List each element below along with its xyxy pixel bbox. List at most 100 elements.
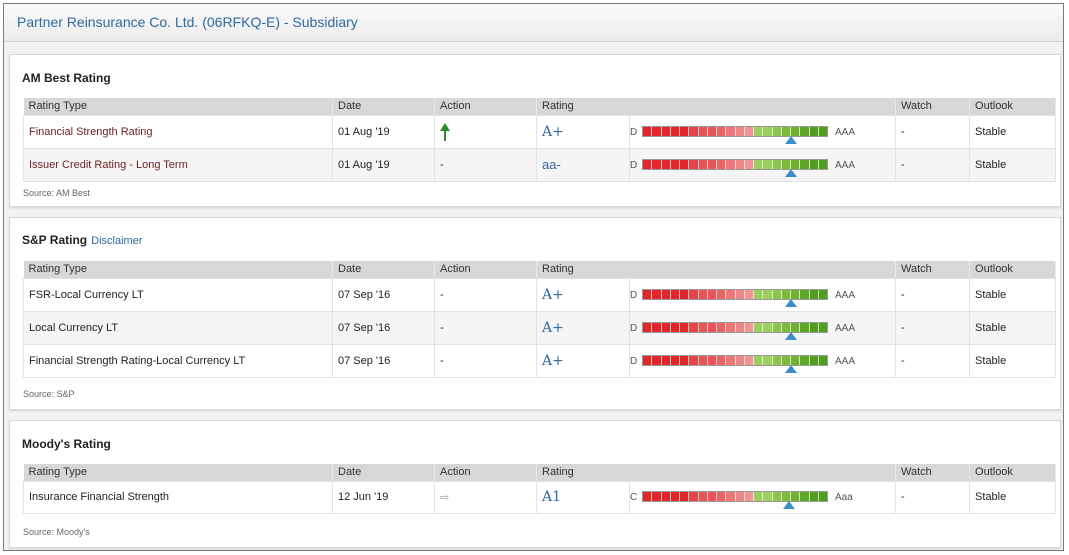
scale-segment [717,159,727,169]
scale-segment [652,355,662,365]
table-row: Issuer Credit Rating - Long Term 01 Aug '… [23,147,1057,182]
rating-type-label: Financial Strength Rating-Local Currency… [29,354,246,367]
rating-scale: D AAA [630,288,890,307]
scale-segment [698,126,708,136]
col-action: Action [434,98,537,115]
col-watch: Watch [895,464,971,481]
action-cell: - [434,343,537,378]
action-cell: - [434,277,537,312]
rating-scale: D AAA [630,158,890,177]
page-header: Partner Reinsurance Co. Ltd. (06RFKQ-E) … [4,4,1063,42]
watch-cell: - [895,147,971,182]
rating-position-marker-icon [784,364,797,373]
rating-scale: D AAA [630,125,890,144]
scale-segment [791,159,801,169]
scale-segment [744,159,754,169]
rating-value-link[interactable]: A+ [542,123,564,140]
scale-segment [791,289,801,299]
scale-low-label: D [630,126,638,138]
sp-title: S&P Rating Disclaimer [22,233,142,247]
scale-low-label: C [630,492,638,503]
rating-type-label: Local Currency LT [29,321,119,334]
action-cell [434,114,537,149]
scale-segment [670,159,680,169]
scale-segment [661,355,671,365]
scale-segment [670,492,680,501]
scale-high-label: AAA [835,355,856,367]
rating-scale-cell: D AAA [628,310,897,345]
scale-segment [791,492,801,501]
outlook-cell: Stable [969,147,1057,182]
scale-segment [772,289,782,299]
scale-segment [643,159,653,169]
outlook-cell: Stable [969,343,1057,378]
watch-cell: - [895,480,971,514]
scale-segment [781,289,791,299]
am-best-source: Source: AM Best [23,188,91,198]
scale-segment [791,322,801,332]
scale-segment [698,355,708,365]
date-cell: 01 Aug '19 [332,114,435,149]
moodys-source: Source: Moody's [23,527,90,537]
rating-value-link[interactable]: A1 [542,489,562,505]
scale-segment [800,126,810,136]
rating-value-link[interactable]: A+ [542,352,564,369]
scale-segment [707,289,717,299]
rating-value-link[interactable]: A+ [542,286,564,303]
am-best-title: AM Best Rating [22,71,111,85]
scale-segment [652,492,662,501]
scale-segment [754,289,764,299]
scale-segment [680,159,690,169]
scale-segment [763,159,773,169]
table-header-row: Rating Type Date Action Rating Watch Out… [23,98,1057,115]
scale-segment [809,355,819,365]
scale-segment [680,492,690,501]
col-action: Action [434,464,537,481]
scale-segment [809,289,819,299]
scale-bar [642,321,828,333]
scale-segment [707,159,717,169]
outlook-cell: Stable [969,310,1057,345]
col-watch: Watch [895,98,971,115]
scale-high-label: Aaa [835,492,853,503]
scale-high-label: AAA [835,126,856,138]
scale-segment [800,159,810,169]
am-best-panel: AM Best Rating Rating Type Date Action R… [9,54,1061,207]
scale-segment [781,322,791,332]
disclaimer-link[interactable]: Disclaimer [91,235,143,247]
rating-type-label[interactable]: Issuer Credit Rating - Long Term [29,158,188,171]
scale-segment [735,159,745,169]
rating-position-marker-icon [784,135,797,144]
table-header-row: Rating Type Date Action Rating Watch Out… [23,261,1057,278]
scale-bar [642,354,828,366]
table-header-row: Rating Type Date Action Rating Watch Out… [23,464,1057,481]
scale-segment [680,289,690,299]
watch-cell: - [895,277,971,312]
rating-scale-cell: D AAA [628,147,897,182]
rating-scale-cell: D AAA [628,114,897,149]
rating-scale: D AAA [630,354,890,373]
scale-segment [744,126,754,136]
scale-segment [754,322,764,332]
scale-segment [689,159,699,169]
rating-value-link[interactable]: aa- [542,157,561,172]
scale-segment [763,126,773,136]
scale-segment [818,492,827,501]
scale-segment [744,355,754,365]
action-cell: - [434,310,537,345]
rating-type-label: Insurance Financial Strength [29,491,170,503]
rating-type-cell: FSR-Local Currency LT [23,277,333,312]
scale-segment [772,492,782,501]
scale-segment [643,355,653,365]
table-row: Local Currency LT 07 Sep '16- A+ D AAA - Stabl… [23,310,1057,345]
rating-value-link[interactable]: A+ [542,319,564,336]
scale-segment [698,492,708,501]
scale-segment [652,322,662,332]
scale-segment [689,126,699,136]
scale-segment [661,322,671,332]
rating-type-label[interactable]: Financial Strength Rating [29,125,153,138]
rating-position-marker-icon [784,168,797,177]
scale-segment [809,159,819,169]
col-watch: Watch [895,261,971,278]
scale-segment [791,355,801,365]
